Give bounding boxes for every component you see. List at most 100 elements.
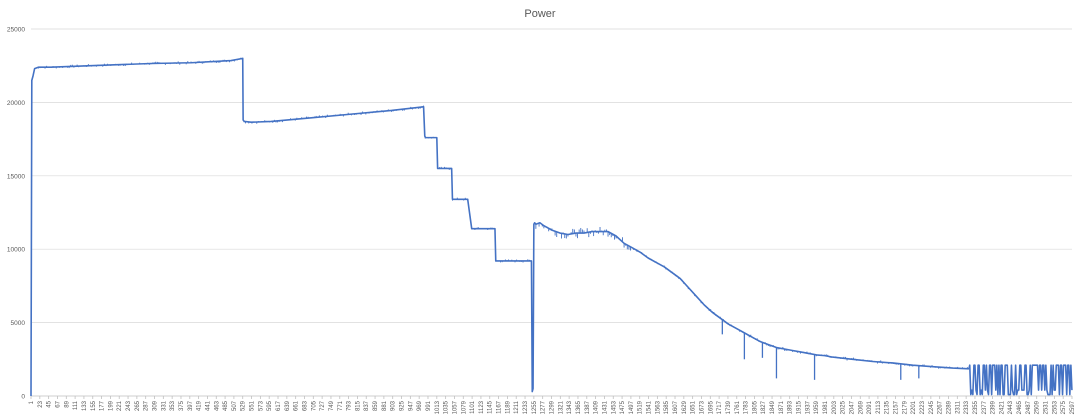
x-tick-label: 45 xyxy=(47,400,53,407)
x-tick-label: 1563 xyxy=(655,400,661,414)
x-tick-label: 2333 xyxy=(964,400,970,414)
x-tick-label: 1497 xyxy=(629,400,635,414)
x-tick-label: 925 xyxy=(400,400,406,411)
x-tick-label: 2311 xyxy=(955,400,961,414)
x-tick-label: 463 xyxy=(214,400,220,411)
x-tick-label: 639 xyxy=(285,400,291,411)
x-tick-label: 1387 xyxy=(585,400,591,414)
x-tick-label: 1145 xyxy=(488,400,494,414)
x-tick-label: 2355 xyxy=(973,400,979,414)
x-tick-label: 749 xyxy=(329,400,335,411)
x-tick-label: 1233 xyxy=(523,400,529,414)
x-tick-label: 89 xyxy=(64,400,70,407)
x-tick-label: 243 xyxy=(126,400,132,411)
x-tick-label: 2245 xyxy=(929,400,935,414)
series-noise xyxy=(34,57,968,369)
x-tick-label: 67 xyxy=(55,400,61,407)
x-tick-label: 529 xyxy=(241,400,247,411)
series-line xyxy=(30,57,969,397)
x-tick-label: 155 xyxy=(91,400,97,411)
x-tick-label: 1475 xyxy=(620,400,626,414)
x-tick-label: 2047 xyxy=(849,400,855,414)
x-tick-label: 199 xyxy=(108,400,114,411)
x-tick-label: 727 xyxy=(320,400,326,411)
x-tick-label: 881 xyxy=(382,400,388,411)
x-tick-label: 309 xyxy=(153,400,159,411)
x-tick-label: 2487 xyxy=(1026,400,1032,414)
x-tick-label: 177 xyxy=(100,400,106,411)
x-tick-label: 947 xyxy=(408,400,414,411)
x-tick-label: 2201 xyxy=(911,400,917,414)
x-tick-label: 1673 xyxy=(699,400,705,414)
x-tick-label: 1827 xyxy=(761,400,767,414)
x-tick-label: 1651 xyxy=(691,400,697,414)
x-tick-label: 1805 xyxy=(752,400,758,414)
x-tick-label: 1629 xyxy=(682,400,688,414)
x-tick-label: 133 xyxy=(82,400,88,411)
x-tick-label: 1211 xyxy=(514,400,520,414)
x-tick-label: 375 xyxy=(179,400,185,411)
x-tick-label: 2135 xyxy=(885,400,891,414)
x-tick-label: 705 xyxy=(311,400,317,411)
x-tick-label: 903 xyxy=(391,400,397,411)
x-tick-label: 2597 xyxy=(1070,400,1076,414)
x-tick-label: 1915 xyxy=(797,400,803,414)
x-tick-label: 2531 xyxy=(1044,400,1050,414)
x-tick-label: 419 xyxy=(197,400,203,411)
x-tick-label: 2377 xyxy=(982,400,988,414)
x-tick-label: 221 xyxy=(117,400,123,411)
x-tick-label: 2113 xyxy=(876,400,882,414)
x-tick-label: 441 xyxy=(205,400,211,411)
x-tick-label: 2509 xyxy=(1035,400,1041,414)
x-tick-label: 1101 xyxy=(470,400,476,414)
x-tick-label: 969 xyxy=(417,400,423,411)
x-tick-label: 353 xyxy=(170,400,176,411)
x-tick-label: 1519 xyxy=(638,400,644,414)
x-tick-label: 617 xyxy=(276,400,282,411)
x-tick-label: 287 xyxy=(144,400,150,411)
gridlines xyxy=(31,28,1072,397)
series-tail-oscillation xyxy=(968,364,1073,396)
x-tick-label: 265 xyxy=(135,400,141,411)
x-tick-label: 1695 xyxy=(708,400,714,414)
x-tick-label: 2157 xyxy=(894,400,900,414)
x-tick-label: 2575 xyxy=(1061,400,1067,414)
x-tick-label: 1255 xyxy=(532,400,538,414)
y-tick-label: 10000 xyxy=(7,247,25,254)
x-tick-label: 1739 xyxy=(726,400,732,414)
x-tick-label: 1717 xyxy=(717,400,723,414)
x-tick-label: 2091 xyxy=(867,400,873,414)
x-tick-label: 1123 xyxy=(479,400,485,414)
x-tick-label: 2553 xyxy=(1052,400,1058,414)
x-tick-label: 859 xyxy=(373,400,379,411)
x-tick-label: 1431 xyxy=(602,400,608,414)
x-tick-label: 2069 xyxy=(858,400,864,414)
x-tick-label: 2443 xyxy=(1008,400,1014,414)
x-tick-label: 1167 xyxy=(497,400,503,414)
x-tick-label: 1409 xyxy=(594,400,600,414)
x-tick-label: 23 xyxy=(38,400,44,407)
series-layer xyxy=(30,57,1073,397)
x-tick-label: 837 xyxy=(364,400,370,411)
x-tick-label: 1937 xyxy=(805,400,811,414)
x-tick-label: 1189 xyxy=(505,400,511,414)
x-tick-label: 2289 xyxy=(946,400,952,414)
x-tick-label: 551 xyxy=(250,400,256,411)
y-tick-label: 15000 xyxy=(7,173,25,180)
x-tick-label: 507 xyxy=(232,400,238,411)
x-tick-label: 1761 xyxy=(735,400,741,414)
x-tick-label: 1585 xyxy=(664,400,670,414)
x-tick-label: 1959 xyxy=(814,400,820,414)
x-tick-label: 1 xyxy=(29,400,35,404)
x-tick-label: 111 xyxy=(73,400,79,410)
x-tick-label: 331 xyxy=(161,400,167,411)
x-tick-label: 771 xyxy=(338,400,344,411)
y-tick-label: 0 xyxy=(21,394,25,401)
x-tick-label: 1783 xyxy=(744,400,750,414)
x-tick-label: 1299 xyxy=(550,400,556,414)
x-tick-label: 485 xyxy=(223,400,229,411)
x-tick-label: 1035 xyxy=(444,400,450,414)
x-axis-ticks: 1 23 45 67 89 111 133 155 177 199 221 243 265 287 309 3… xyxy=(29,396,1076,414)
x-tick-label: 2179 xyxy=(902,400,908,414)
